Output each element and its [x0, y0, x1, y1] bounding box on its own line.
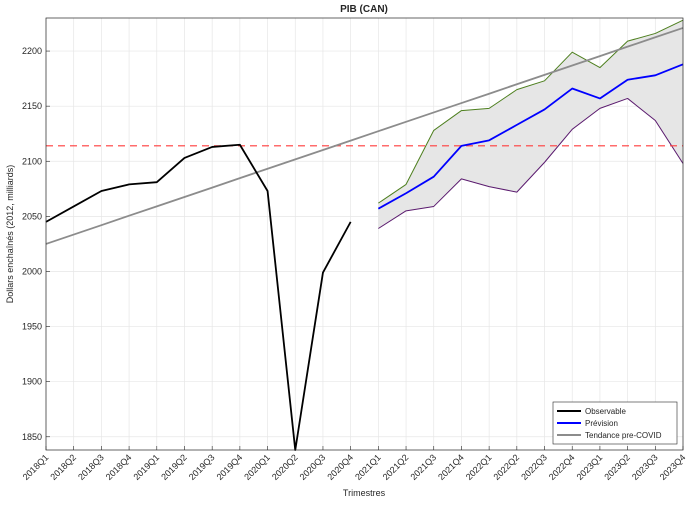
- x-tick-label: 2018Q1: [21, 452, 51, 482]
- x-tick-label: 2019Q2: [159, 452, 189, 482]
- x-tick-label: 2023Q3: [630, 452, 660, 482]
- y-tick-label: 1900: [22, 377, 42, 387]
- x-tick-label: 2020Q3: [298, 452, 328, 482]
- series-line: [45, 143, 352, 451]
- x-tick-label: 2021Q1: [353, 452, 383, 482]
- x-tick-label: 2019Q3: [187, 452, 217, 482]
- band-lower: [378, 97, 684, 229]
- x-tick-label: 2021Q4: [436, 452, 466, 482]
- x-tick-label: 2019Q4: [215, 452, 245, 482]
- series-line: [45, 27, 684, 245]
- x-tick-label: 2023Q4: [658, 452, 688, 482]
- axes-box: [45, 17, 684, 451]
- legend-label: Observable: [585, 407, 626, 416]
- y-tick-label: 2200: [22, 46, 42, 56]
- y-tick-label: 1850: [22, 432, 42, 442]
- series-line: [377, 63, 684, 210]
- x-tick-label: 2019Q1: [131, 452, 161, 482]
- x-tick-label: 2022Q3: [519, 452, 549, 482]
- x-tick-label: 2023Q2: [602, 452, 632, 482]
- y-tick-label: 2150: [22, 101, 42, 111]
- x-tick-label: 2021Q3: [408, 452, 438, 482]
- x-tick-label: 2020Q1: [242, 452, 272, 482]
- x-tick-label: 2022Q1: [464, 452, 494, 482]
- forecast-band: [378, 20, 683, 229]
- x-tick-label: 2020Q2: [270, 452, 300, 482]
- x-tick-label: 2018Q4: [104, 452, 134, 482]
- y-tick-label: 2000: [22, 266, 42, 276]
- legend: Observable Prévision Tendance pre-COVID: [552, 401, 678, 445]
- x-tick-label: 2022Q2: [492, 452, 522, 482]
- x-tick-label: 2020Q4: [325, 452, 355, 482]
- y-tick-label: 2100: [22, 156, 42, 166]
- x-tick-label: 2022Q4: [547, 452, 577, 482]
- x-tick-label: 2021Q2: [381, 452, 411, 482]
- x-tick-label: 2018Q2: [48, 452, 78, 482]
- legend-label: Prévision: [585, 419, 618, 428]
- band-upper: [378, 19, 684, 204]
- legend-label: Tendance pre-COVID: [585, 431, 662, 440]
- chart-title: PIB (CAN): [340, 4, 388, 15]
- x-axis-label: Trimestres: [343, 488, 386, 498]
- y-tick-label: 2050: [22, 211, 42, 221]
- y-tick-label: 1950: [22, 322, 42, 332]
- x-tick-label: 2018Q3: [76, 452, 106, 482]
- x-tick-label: 2023Q1: [575, 452, 605, 482]
- y-axis-label: Dollars enchaînés (2012, milliards): [5, 165, 15, 304]
